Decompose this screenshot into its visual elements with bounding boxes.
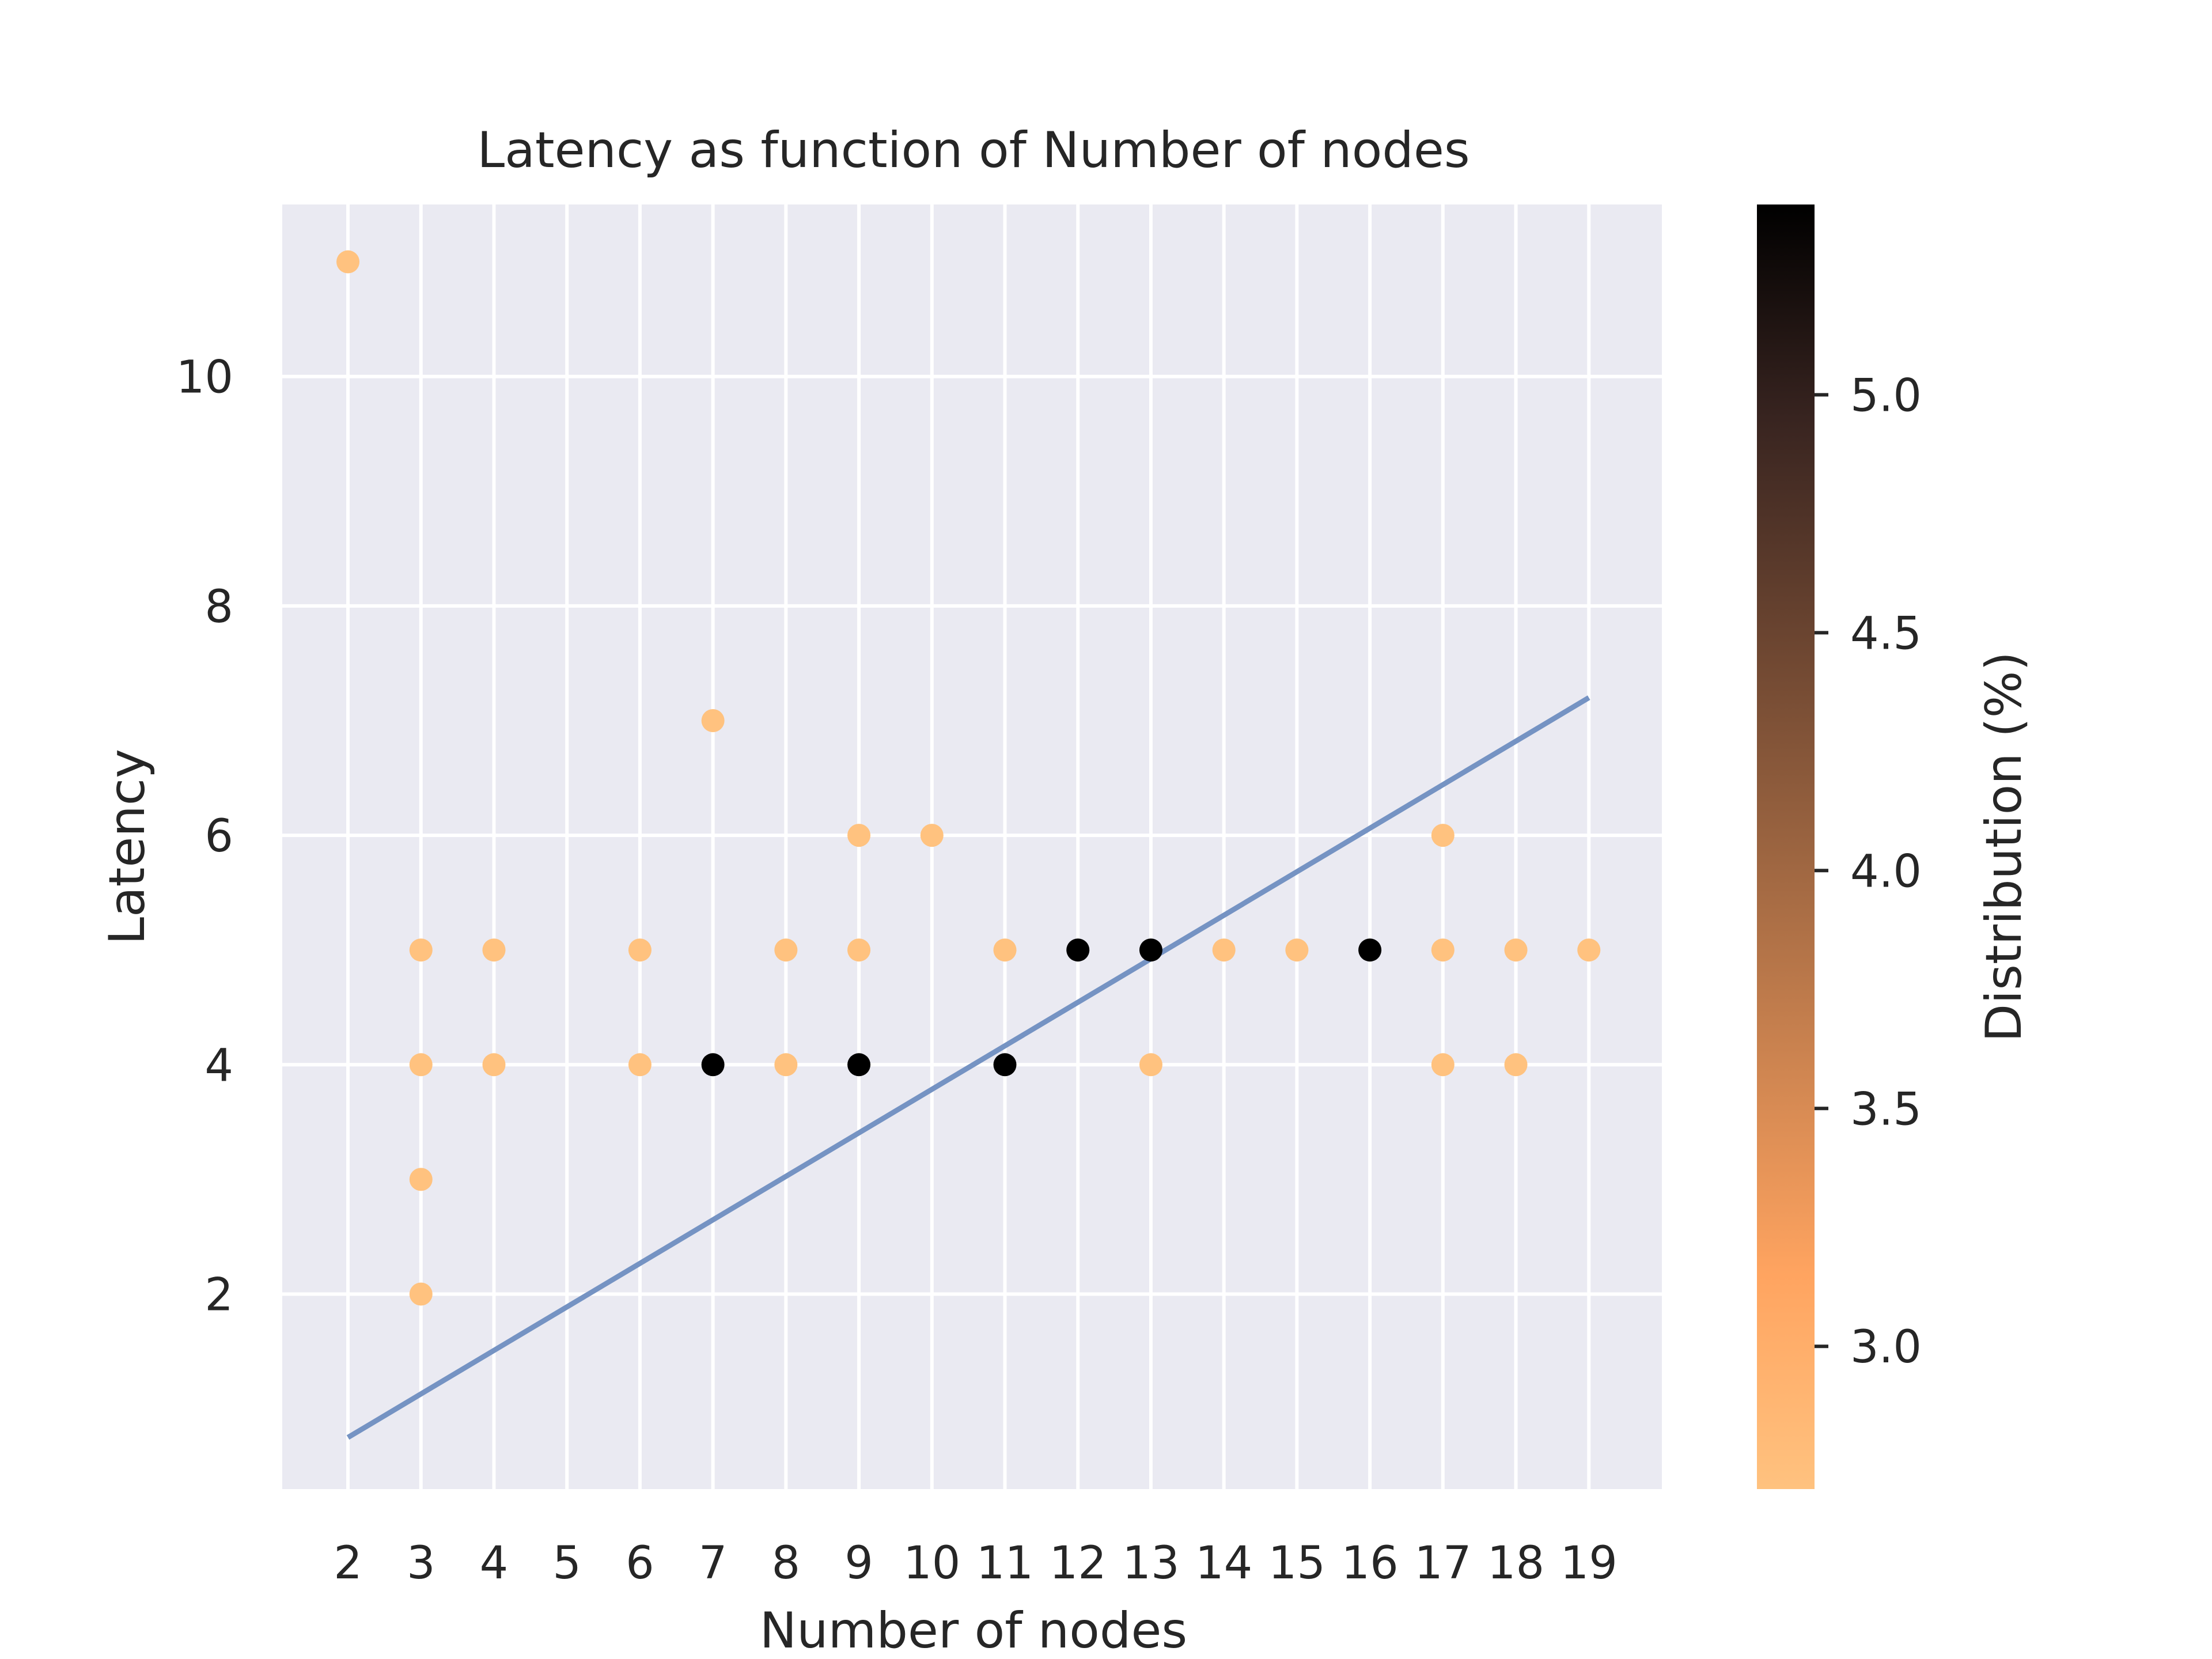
colorbar-ticks: 3.0 3.5 4.0 4.5 5.0 — [1815, 370, 1922, 1373]
y-tick-label: 2 — [204, 1270, 233, 1321]
x-tick-label: 10 — [903, 1537, 960, 1589]
data-point — [920, 824, 944, 847]
data-point — [1577, 938, 1601, 962]
x-tick-label: 16 — [1341, 1537, 1398, 1589]
data-point — [409, 938, 433, 962]
x-axis-label: Number of nodes — [760, 1602, 1187, 1659]
y-tick-label: 10 — [176, 352, 233, 404]
x-tick-label: 9 — [844, 1537, 873, 1589]
data-point — [1139, 1053, 1162, 1077]
data-point — [482, 1053, 506, 1077]
data-point — [847, 1053, 871, 1077]
grid-lines — [282, 204, 1662, 1489]
colorbar — [1757, 204, 1815, 1489]
y-tick-label: 4 — [204, 1040, 233, 1092]
x-tick-label: 18 — [1487, 1537, 1544, 1589]
data-point — [701, 1053, 725, 1077]
data-point — [1504, 938, 1528, 962]
data-point — [847, 824, 871, 847]
colorbar-tick-label: 4.5 — [1850, 608, 1922, 660]
x-axis-ticks: 2 3 4 5 6 7 8 9 10 11 12 13 14 15 16 17 18 19 — [334, 1537, 1618, 1589]
data-point — [993, 1053, 1017, 1077]
x-tick-label: 6 — [626, 1537, 654, 1589]
data-point — [482, 938, 506, 962]
colorbar-tick-label: 3.0 — [1850, 1321, 1922, 1373]
x-tick-label: 15 — [1268, 1537, 1325, 1589]
data-point — [409, 1053, 433, 1077]
x-tick-label: 3 — [407, 1537, 435, 1589]
data-point — [628, 1053, 652, 1077]
data-point — [1285, 938, 1309, 962]
x-tick-label: 19 — [1560, 1537, 1618, 1589]
data-point — [1504, 1053, 1528, 1077]
x-tick-label: 7 — [699, 1537, 728, 1589]
data-point — [409, 1168, 433, 1191]
data-points — [336, 250, 1601, 1306]
data-point — [1431, 824, 1455, 847]
chart-title: Latency as function of Number of nodes — [477, 122, 1469, 179]
colorbar-tick-label: 4.0 — [1850, 846, 1922, 897]
plot-area — [282, 204, 1662, 1489]
data-point — [1431, 938, 1455, 962]
data-point — [409, 1282, 433, 1306]
y-tick-label: 8 — [204, 581, 233, 633]
y-axis-label: Latency — [99, 749, 156, 945]
data-point — [847, 938, 871, 962]
data-point — [1431, 1053, 1455, 1077]
data-point — [1066, 938, 1090, 962]
x-tick-label: 17 — [1414, 1537, 1471, 1589]
x-tick-label: 5 — [552, 1537, 581, 1589]
x-tick-label: 4 — [480, 1537, 509, 1589]
data-point — [628, 938, 652, 962]
x-tick-label: 11 — [976, 1537, 1033, 1589]
data-point — [1358, 938, 1382, 962]
data-point — [993, 938, 1017, 962]
x-tick-label: 13 — [1122, 1537, 1179, 1589]
colorbar-tick-label: 3.5 — [1850, 1084, 1922, 1135]
data-point — [774, 1053, 798, 1077]
data-point — [1212, 938, 1236, 962]
data-point — [774, 938, 798, 962]
trend-line — [346, 695, 1590, 1440]
x-tick-label: 12 — [1050, 1537, 1107, 1589]
colorbar-label: Distribution (%) — [1975, 652, 2033, 1042]
x-tick-label: 8 — [772, 1537, 801, 1589]
y-axis-ticks: 2 4 6 8 10 — [176, 352, 233, 1321]
data-point — [701, 709, 725, 732]
data-point — [1139, 938, 1162, 962]
data-point — [336, 250, 360, 274]
colorbar-tick-label: 5.0 — [1850, 370, 1922, 422]
y-tick-label: 6 — [204, 810, 233, 862]
x-tick-label: 14 — [1195, 1537, 1252, 1589]
x-tick-label: 2 — [334, 1537, 362, 1589]
